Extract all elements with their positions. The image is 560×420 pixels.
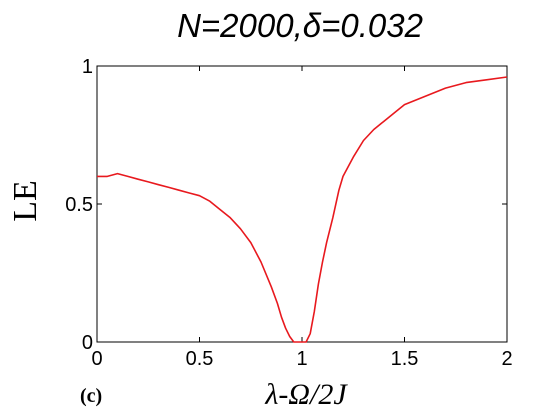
plot-area: 0 0.5 1 1.5 2 0 0.5 1 <box>65 56 512 370</box>
series-line <box>97 76 508 343</box>
x-axis-label: λ-Ω/2J <box>264 378 348 411</box>
x-tick-label: 0.5 <box>186 348 214 370</box>
x-tick-label: 1 <box>296 348 307 370</box>
x-tick-label: 1.5 <box>391 348 419 370</box>
chart-title: N=2000,δ=0.032 <box>177 7 423 44</box>
y-tick-label: 0 <box>82 332 93 354</box>
y-tick-label: 1 <box>82 56 93 78</box>
plot-frame <box>96 65 508 343</box>
x-tick-label: 2 <box>501 348 512 370</box>
y-axis-label: LE <box>7 180 44 222</box>
panel-label: (c) <box>80 385 102 407</box>
x-tick-label: 0 <box>91 348 102 370</box>
y-tick-label: 0.5 <box>65 194 93 216</box>
